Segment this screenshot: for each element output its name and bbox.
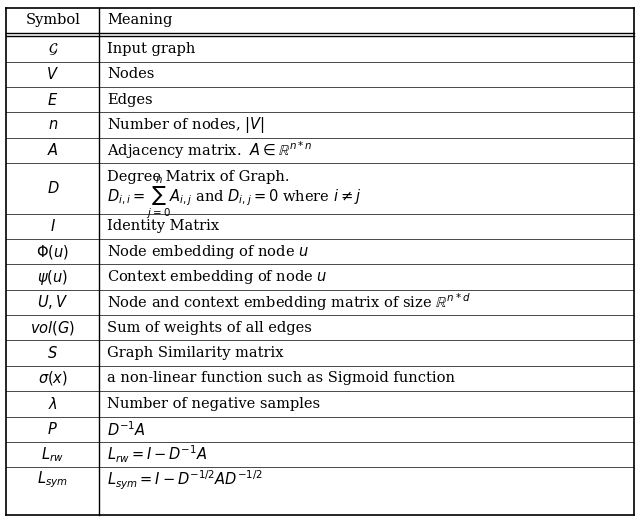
Text: $I$: $I$: [50, 218, 56, 235]
Text: Number of nodes, $|V|$: Number of nodes, $|V|$: [107, 115, 264, 135]
Text: $n$: $n$: [47, 118, 58, 132]
Text: $\mathcal{G}$: $\mathcal{G}$: [47, 41, 58, 57]
Text: Adjacency matrix.  $A \in \mathbb{R}^{n*n}$: Adjacency matrix. $A \in \mathbb{R}^{n*n…: [107, 139, 312, 161]
Text: $S$: $S$: [47, 345, 58, 361]
Text: $\sigma(x)$: $\sigma(x)$: [38, 370, 68, 387]
Text: Input graph: Input graph: [107, 42, 195, 56]
Text: Sum of weights of all edges: Sum of weights of all edges: [107, 321, 312, 335]
Text: Node and context embedding matrix of size $\mathbb{R}^{n*d}$: Node and context embedding matrix of siz…: [107, 292, 470, 313]
Text: Identity Matrix: Identity Matrix: [107, 219, 219, 233]
Text: $D$: $D$: [47, 180, 59, 197]
Text: $A$: $A$: [47, 142, 59, 159]
Text: $vol(G)$: $vol(G)$: [30, 319, 76, 337]
Text: $L_{sym}$: $L_{sym}$: [37, 470, 68, 490]
Text: Context embedding of node $u$: Context embedding of node $u$: [107, 268, 327, 286]
Text: $E$: $E$: [47, 92, 58, 108]
Text: Degree Matrix of Graph.: Degree Matrix of Graph.: [107, 170, 289, 184]
Text: $L_{rw} = I - D^{-1}A$: $L_{rw} = I - D^{-1}A$: [107, 444, 207, 465]
Text: Number of negative samples: Number of negative samples: [107, 397, 320, 411]
Text: Nodes: Nodes: [107, 67, 154, 81]
Text: $D^{-1}A$: $D^{-1}A$: [107, 420, 146, 438]
Text: $P$: $P$: [47, 421, 58, 437]
Text: $D_{i,i} = \sum_{j=0}^{n} A_{i,j}$ and $D_{i,j} = 0$ where $i \neq j$: $D_{i,i} = \sum_{j=0}^{n} A_{i,j}$ and $…: [107, 176, 361, 221]
Text: $\psi(u)$: $\psi(u)$: [37, 268, 68, 287]
Text: $\lambda$: $\lambda$: [48, 396, 58, 412]
Text: $L_{sym} = I - D^{-1/2}AD^{-1/2}$: $L_{sym} = I - D^{-1/2}AD^{-1/2}$: [107, 468, 262, 491]
Text: $\Phi(u)$: $\Phi(u)$: [36, 243, 69, 261]
Text: $U,V$: $U,V$: [37, 293, 68, 311]
Text: Symbol: Symbol: [26, 14, 80, 28]
Text: Meaning: Meaning: [107, 14, 172, 28]
Text: Node embedding of node $u$: Node embedding of node $u$: [107, 243, 309, 261]
Text: $V$: $V$: [46, 66, 60, 82]
Text: $L_{rw}$: $L_{rw}$: [42, 445, 64, 464]
Text: a non-linear function such as Sigmoid function: a non-linear function such as Sigmoid fu…: [107, 371, 455, 385]
Text: Edges: Edges: [107, 93, 152, 107]
Text: Graph Similarity matrix: Graph Similarity matrix: [107, 346, 284, 360]
